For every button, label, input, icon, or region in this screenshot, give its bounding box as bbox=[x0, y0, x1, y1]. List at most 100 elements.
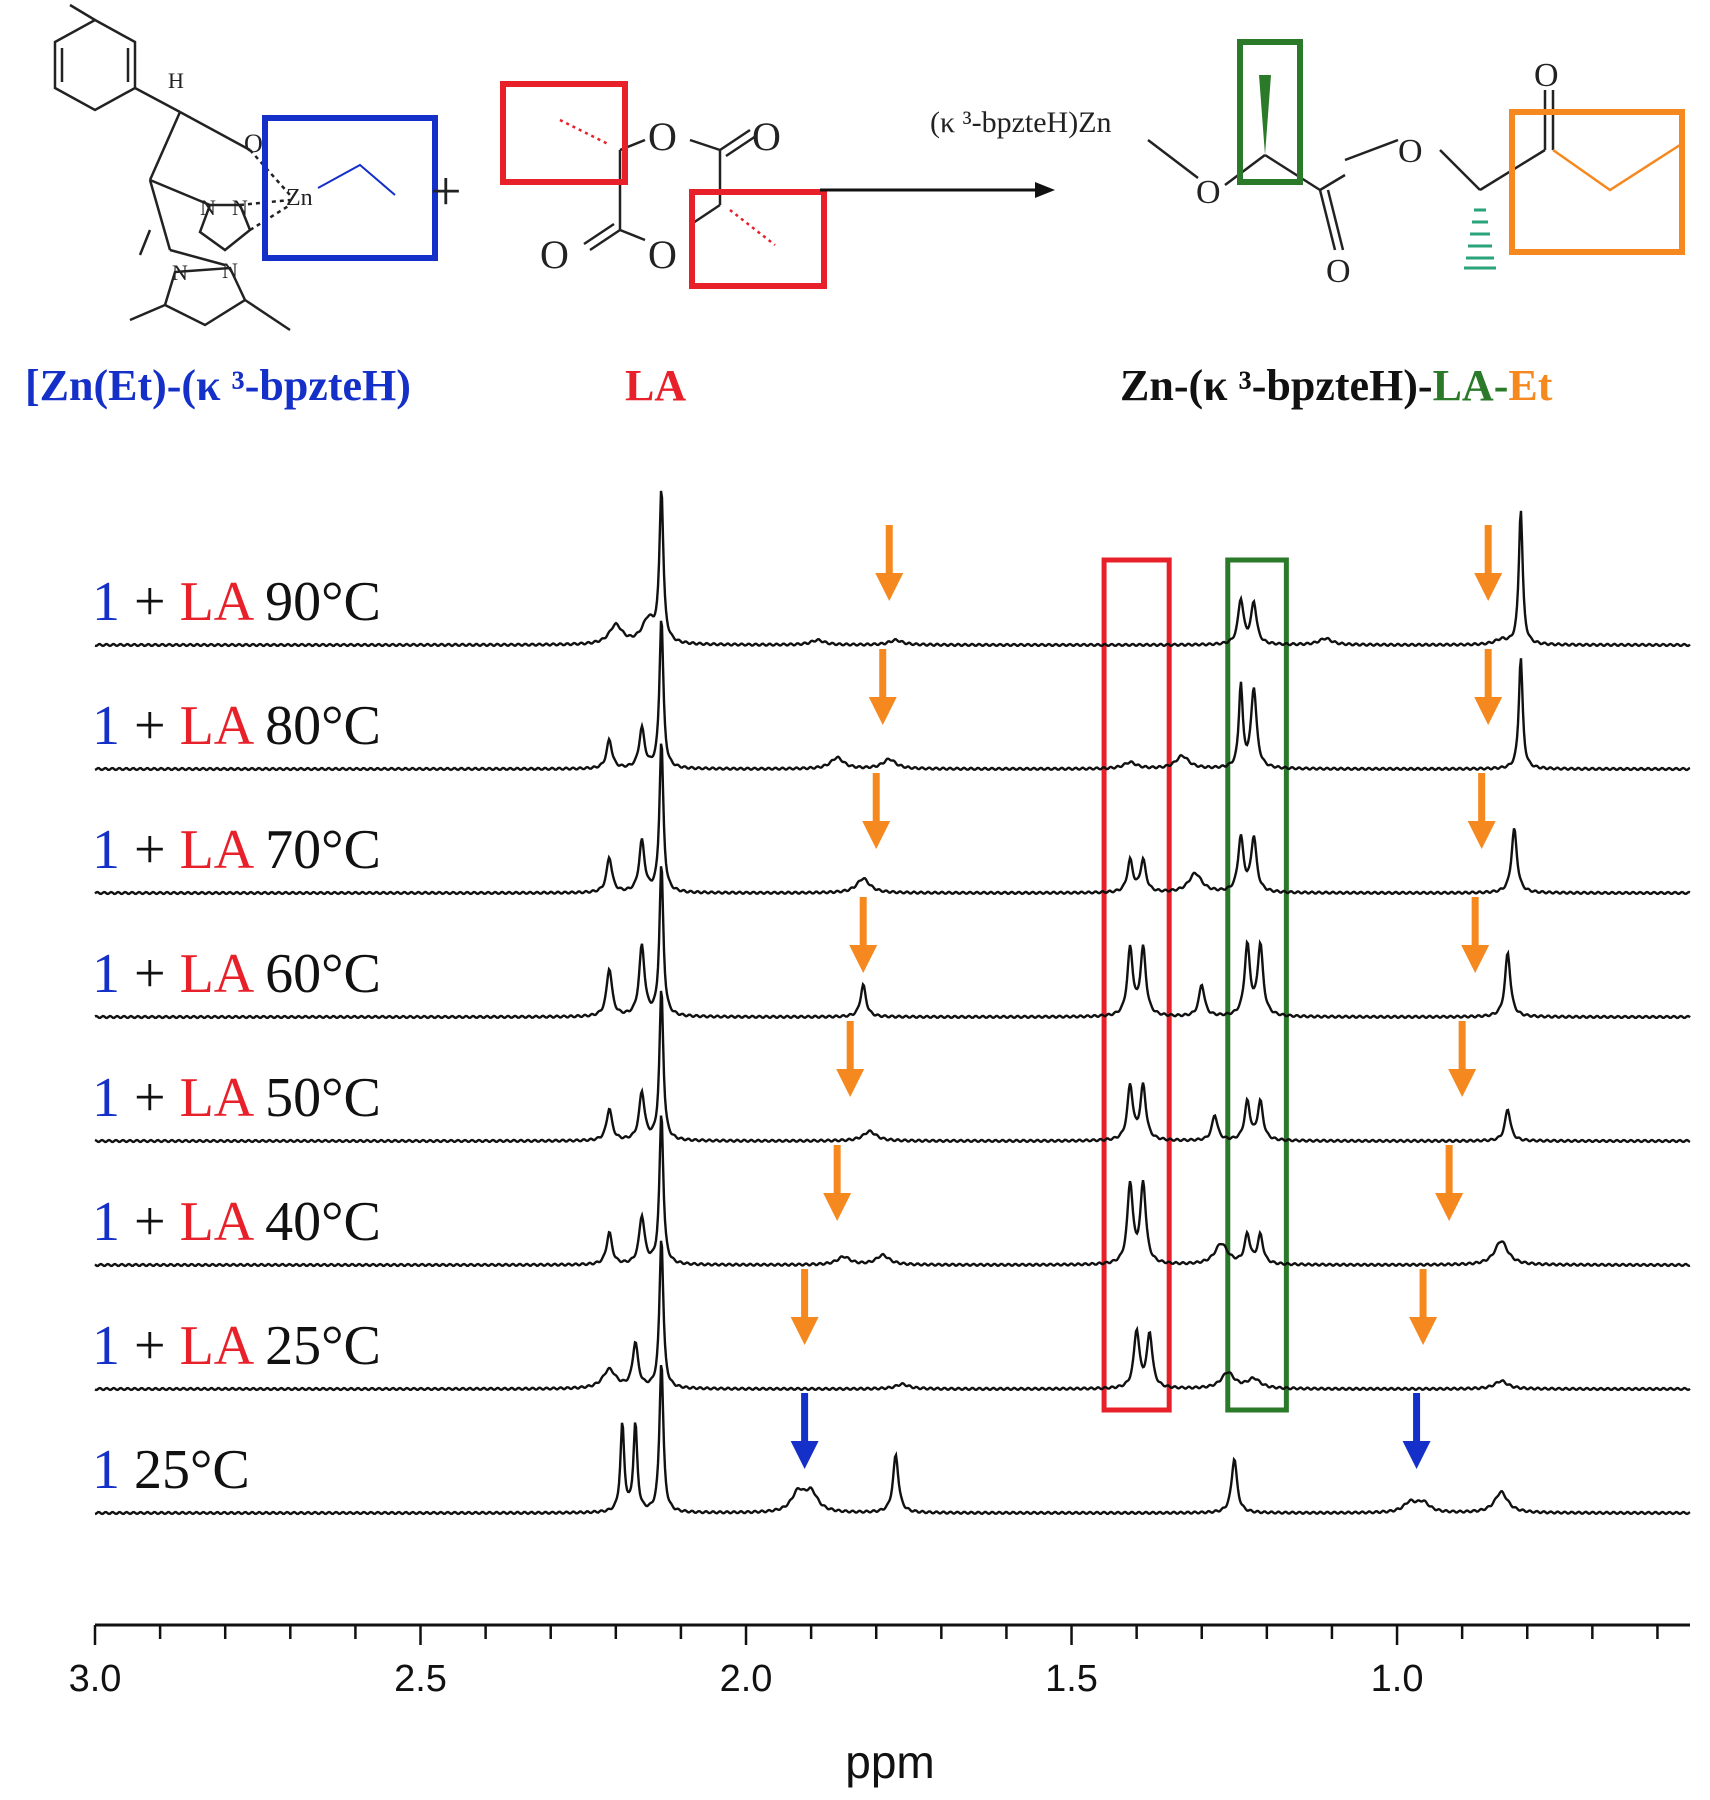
product-ethyl-line bbox=[1552, 143, 1681, 192]
trace-label-plus: + bbox=[120, 1191, 180, 1253]
x-tick-label: 1.5 bbox=[1045, 1658, 1098, 1700]
trace-label-la: LA bbox=[180, 1067, 266, 1129]
trace-label: 1 + LA 80°C bbox=[92, 695, 381, 757]
trace-label-sample: 1 bbox=[92, 819, 120, 881]
peak-arrow-head bbox=[868, 697, 897, 725]
lactide-methyl-box bbox=[689, 189, 827, 289]
trace-label-la: LA bbox=[180, 819, 266, 881]
trace-label-sample: 1 bbox=[92, 1191, 120, 1253]
trace-label-temp: 60°C bbox=[265, 943, 381, 1005]
atom-n-label: N bbox=[200, 195, 216, 220]
trace-label-la: LA bbox=[180, 1191, 266, 1253]
trace-label: 1 25°C bbox=[92, 1439, 250, 1501]
peak-arrow-head bbox=[1448, 1069, 1477, 1097]
peak-arrow-head bbox=[862, 821, 891, 849]
spectrum-trace bbox=[94, 620, 1691, 772]
trace-label-sample: 1 bbox=[92, 695, 120, 757]
reactant1-label: [Zn(Et)-(κ ³-bpzteH) bbox=[25, 361, 411, 410]
atom-n-label: N bbox=[222, 258, 238, 283]
spectrum-trace bbox=[94, 1240, 1691, 1392]
product-methyl-wedge bbox=[1259, 75, 1271, 155]
trace-label-plus: + bbox=[120, 943, 180, 1005]
trace-label: 1 + LA 50°C bbox=[92, 1067, 381, 1129]
trace-label-temp: 40°C bbox=[265, 1191, 381, 1253]
trace-label-la: LA bbox=[180, 1315, 266, 1377]
trace-label-plus: + bbox=[120, 1067, 180, 1129]
trace-label-la: LA bbox=[180, 695, 266, 757]
trace-label-temp: 25°C bbox=[134, 1439, 250, 1501]
spectrum-trace bbox=[94, 1115, 1691, 1268]
reaction-arrow-head bbox=[1035, 182, 1055, 198]
highlight-box-1 bbox=[1101, 557, 1172, 1413]
x-tick-label: 1.0 bbox=[1371, 1658, 1424, 1700]
trace-label-plus: + bbox=[120, 819, 180, 881]
spectrum-trace bbox=[94, 490, 1691, 648]
atom-o-label: O bbox=[1398, 133, 1423, 170]
trace-label: 1 + LA 60°C bbox=[92, 943, 381, 1005]
product-stereocenter-box bbox=[1237, 39, 1303, 185]
trace-label-sample: 1 bbox=[92, 1067, 120, 1129]
spectrum-trace bbox=[94, 1364, 1691, 1516]
trace-label-la: LA bbox=[180, 571, 266, 633]
reaction-scheme: H O Zn N N N N + O O O O (κ ³-bpzteH)Zn bbox=[25, 3, 1685, 410]
trace-label-sample: 1 bbox=[92, 571, 120, 633]
atom-o-label: O bbox=[648, 232, 677, 277]
trace-label-temp: 25°C bbox=[265, 1315, 381, 1377]
x-axis: 3.0 2.5 2.0 1.5 1.0 bbox=[69, 1623, 1690, 1700]
trace-label-temp: 70°C bbox=[265, 819, 381, 881]
atom-o-label: O bbox=[244, 129, 263, 158]
ethyl-highlight-box bbox=[262, 115, 438, 261]
x-axis-title: ppm bbox=[845, 1736, 934, 1788]
reactant2-label: LA bbox=[625, 361, 686, 410]
highlight-regions bbox=[1101, 557, 1289, 1413]
peak-arrow-head bbox=[1474, 573, 1503, 601]
trace-label: 1 + LA 25°C bbox=[92, 1315, 381, 1377]
peak-arrow-head bbox=[836, 1069, 865, 1097]
peak-arrow-head bbox=[849, 945, 878, 973]
product-label-prefix: Zn-(κ ³-bpzteH)- bbox=[1120, 361, 1433, 410]
trace-label-sample: 1 bbox=[92, 1315, 120, 1377]
spectrum-trace bbox=[94, 990, 1691, 1144]
trace-label-sample: 1 bbox=[92, 1439, 120, 1501]
peak-arrow-head bbox=[1402, 1441, 1431, 1469]
peak-arrow-head bbox=[1474, 697, 1503, 725]
peak-arrow-head bbox=[1435, 1193, 1464, 1221]
plus-sign: + bbox=[430, 161, 462, 223]
peak-arrow-head bbox=[823, 1193, 852, 1221]
lactide-methyl-wedge bbox=[559, 118, 776, 246]
peak-arrows bbox=[790, 525, 1503, 1469]
product-zn-fragment: (κ ³-bpzteH)Zn bbox=[930, 106, 1112, 139]
x-tick-label: 2.0 bbox=[720, 1658, 773, 1700]
product-label-et: Et bbox=[1508, 361, 1552, 410]
peak-arrow-head bbox=[1461, 945, 1490, 973]
peak-arrow-head bbox=[1409, 1317, 1438, 1345]
trace-labels: 1 + LA 90°C1 + LA 80°C1 + LA 70°C1 + LA … bbox=[92, 571, 381, 1501]
spectrum-traces bbox=[94, 490, 1691, 1516]
atom-n-label: N bbox=[172, 260, 188, 285]
peak-arrow-head bbox=[875, 573, 904, 601]
peak-arrow-head bbox=[1467, 821, 1496, 849]
peak-arrow-head bbox=[790, 1317, 819, 1345]
trace-label-temp: 50°C bbox=[265, 1067, 381, 1129]
trace-label-plus bbox=[120, 1439, 134, 1501]
product-hashed-methyl bbox=[1464, 208, 1496, 270]
atom-o-label: O bbox=[1196, 174, 1221, 211]
atom-o-label: O bbox=[648, 114, 677, 159]
spectrum-trace bbox=[94, 743, 1691, 896]
trace-label-temp: 90°C bbox=[265, 571, 381, 633]
trace-label-plus: + bbox=[120, 695, 180, 757]
trace-label-sample: 1 bbox=[92, 943, 120, 1005]
zn-complex-structure bbox=[53, 3, 291, 332]
x-tick-label: 2.5 bbox=[394, 1658, 447, 1700]
trace-label: 1 + LA 90°C bbox=[92, 571, 381, 633]
atom-o-label: O bbox=[1326, 253, 1351, 290]
trace-label: 1 + LA 40°C bbox=[92, 1191, 381, 1253]
atom-zn-label: Zn bbox=[286, 185, 313, 211]
product-structure bbox=[1147, 90, 1555, 251]
trace-label: 1 + LA 70°C bbox=[92, 819, 381, 881]
atom-o-label: O bbox=[752, 114, 781, 159]
product-label: Zn-(κ ³-bpzteH)-LA-Et bbox=[1120, 361, 1553, 410]
atom-n-label: N bbox=[232, 195, 248, 220]
product-label-la: LA bbox=[1433, 361, 1494, 410]
